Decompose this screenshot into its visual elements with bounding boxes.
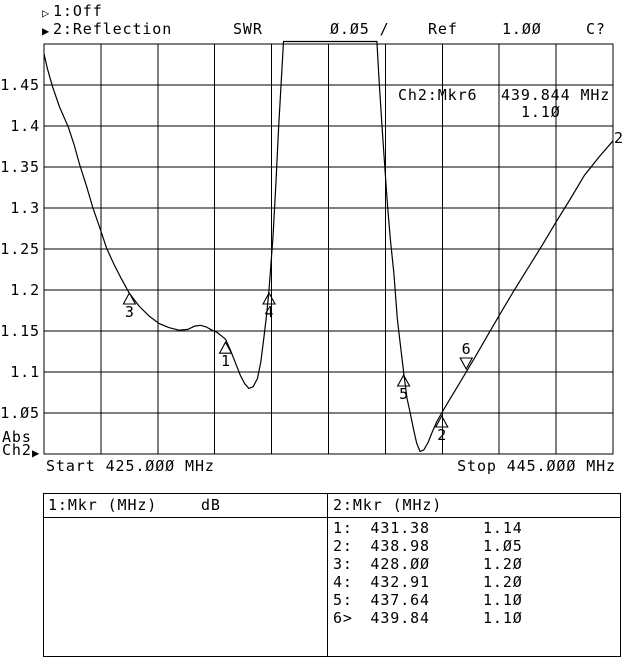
marker-value: 1.14 [483, 519, 523, 537]
channel1-status: 1:Off [53, 2, 103, 20]
marker-frequency: 431.38 [370, 519, 430, 537]
marker-table-panel: 1:Mkr (MHz) dB 2:Mkr (MHz) 1: 431.38 1.1… [43, 493, 621, 657]
marker-readout-title: Ch2:Mkr6 [398, 86, 478, 104]
marker-5-triangle-icon [396, 373, 411, 387]
marker-number: 4: [333, 573, 353, 591]
marker-readout-freq: 439.844 MHz [501, 86, 611, 104]
channel-label: Ch2 [2, 441, 32, 459]
cal-status-indicator: C? [586, 20, 606, 38]
marker-row: 3: 428.ØØ 1.2Ø [333, 555, 522, 632]
marker-table-left-unit: dB [201, 496, 221, 514]
channel2-arrow-icon: ▶ [42, 24, 50, 38]
marker-value: 1.2Ø [483, 555, 523, 573]
marker-2-triangle-icon [434, 414, 449, 428]
scale-per-div-value: Ø.Ø5 / [330, 20, 390, 38]
y-axis-label: 1.3 [10, 199, 40, 217]
stop-frequency-label: Stop 445.ØØØ MHz [457, 457, 616, 475]
marker-4-label: 4 [265, 303, 274, 321]
abs-label: Abs [2, 428, 32, 446]
marker-number: 1: [333, 519, 353, 537]
marker-row: 1: 431.38 1.14 [333, 519, 522, 596]
marker-number: 6> [333, 609, 353, 627]
marker-1-triangle-icon [218, 341, 233, 354]
marker-row: 4: 432.91 1.2Ø [333, 573, 522, 650]
marker-value: 1.Ø5 [483, 537, 523, 555]
marker-3-label: 3 [125, 303, 134, 321]
active-channel-arrow-icon: ▶ [32, 446, 40, 460]
y-axis-label: 1.45 [0, 76, 40, 94]
marker-table-left-header: 1:Mkr (MHz) [48, 496, 158, 514]
marker-number: 5: [333, 591, 353, 609]
y-axis-label: 1.1 [10, 363, 40, 381]
marker-row: 6> 439.84 1.1Ø [333, 609, 522, 659]
marker-3-triangle-icon [122, 291, 137, 305]
marker-frequency: 439.84 [370, 609, 430, 627]
ref-value: 1.ØØ [502, 20, 542, 38]
marker-value: 1.1Ø [483, 591, 523, 609]
marker-4-triangle-icon [262, 291, 276, 305]
marker-table-right-header: 2:Mkr (MHz) [333, 496, 443, 514]
marker-2-label: 2 [437, 426, 446, 444]
y-axis-label: 1.15 [0, 322, 40, 340]
start-frequency-label: Start 425.ØØØ MHz [46, 457, 215, 475]
y-axis-label: 1.Ø5 [0, 404, 40, 422]
channel1-arrow-icon: ▷ [42, 6, 50, 20]
y-axis-label: 1.2 [10, 281, 40, 299]
marker-number: 3: [333, 555, 353, 573]
marker-5-label: 5 [399, 385, 408, 403]
marker-frequency: 438.98 [370, 537, 430, 555]
panel-header-underline [44, 517, 620, 518]
marker-frequency: 428.ØØ [370, 555, 430, 573]
marker-value: 1.2Ø [483, 573, 523, 591]
marker-number: 2: [333, 537, 353, 555]
marker-row: 2: 438.98 1.Ø5 [333, 537, 522, 614]
marker-readout-value: 1.1Ø [521, 103, 561, 121]
marker-frequency: 432.91 [370, 573, 430, 591]
trace-number-label: 2 [614, 129, 624, 147]
plot-border [43, 43, 614, 455]
swr-trace [43, 40, 614, 453]
marker-6-triangle-icon [459, 357, 474, 371]
format-label: SWR [233, 20, 263, 38]
channel2-measurement: 2:Reflection [53, 20, 173, 38]
marker-6-label: 6 [462, 340, 471, 358]
ref-label: Ref [428, 20, 458, 38]
y-axis-label: 1.35 [0, 158, 40, 176]
marker-value: 1.1Ø [483, 609, 523, 627]
marker-1-label: 1 [221, 352, 230, 370]
y-axis-label: 1.25 [0, 240, 40, 258]
marker-row: 5: 437.64 1.1Ø [333, 591, 522, 659]
panel-divider [327, 494, 328, 656]
y-axis-label: 1.4 [10, 117, 40, 135]
marker-frequency: 437.64 [370, 591, 430, 609]
